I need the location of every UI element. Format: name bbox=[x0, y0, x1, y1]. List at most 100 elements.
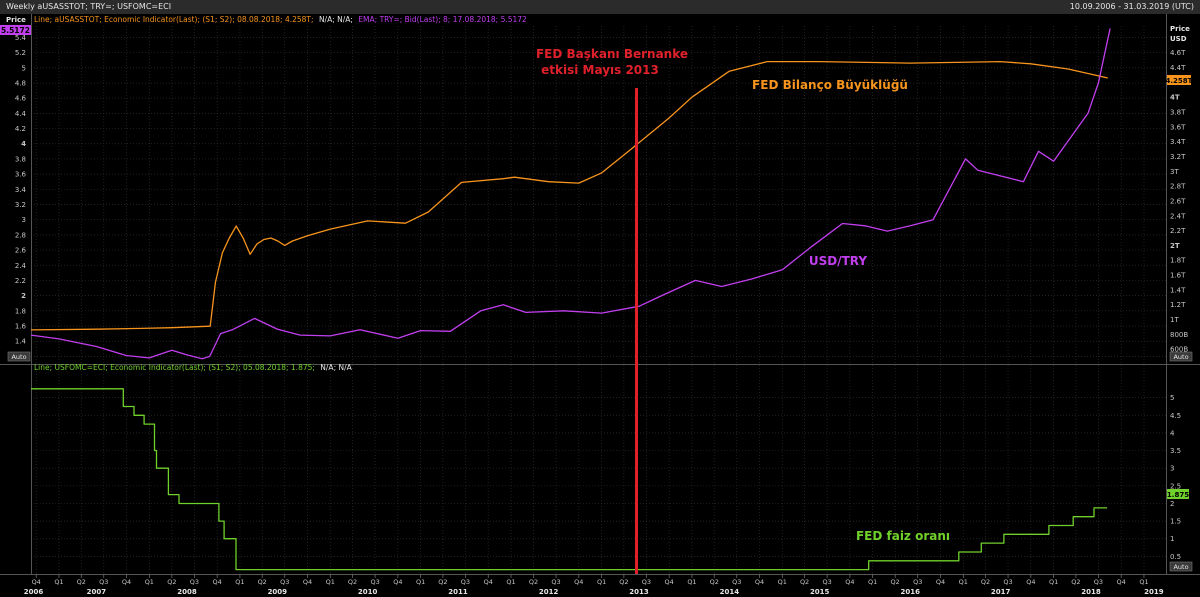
x-axis-year-label: 2014 bbox=[720, 588, 740, 596]
series-layer bbox=[30, 28, 1111, 574]
x-axis-quarter-label: Q2 bbox=[619, 578, 628, 586]
x-axis-quarter-label: Q4 bbox=[1117, 578, 1126, 586]
balance-sheet-annotation: FED Bilanço Büyüklüğü bbox=[752, 78, 908, 92]
right-axis-tick-label: 3.8T bbox=[1170, 108, 1186, 116]
x-axis-quarter-label: Q2 bbox=[1071, 578, 1080, 586]
right-axis-title-1: Price bbox=[1170, 25, 1190, 33]
x-axis-quarter-label: Q1 bbox=[778, 578, 787, 586]
x-axis-quarter-label: Q4 bbox=[122, 578, 131, 586]
left-axis-tick-label: 3.6 bbox=[15, 171, 27, 179]
x-axis-quarter-label: Q2 bbox=[348, 578, 357, 586]
bottom-legend: Line; USFOMC=ECI; Economic Indicator(Las… bbox=[34, 363, 353, 372]
right-axis-tick-label: 1.6T bbox=[1170, 272, 1186, 280]
left-axis-tick-label: 2.2 bbox=[15, 277, 26, 285]
left-axis-tick-label: 2.4 bbox=[15, 262, 27, 270]
x-axis-quarter-label: Q1 bbox=[687, 578, 696, 586]
left-axis-title: Price bbox=[6, 16, 26, 24]
right-axis-tick-label: 2.6T bbox=[1170, 197, 1186, 205]
x-axis-quarter-label: Q1 bbox=[1139, 578, 1148, 586]
x-axis-quarter-label: Q3 bbox=[280, 578, 289, 586]
left-axis-tick-label: 4 bbox=[21, 140, 26, 148]
x-axis-quarter-label: Q3 bbox=[461, 578, 470, 586]
left-axis-tick-label: 1.4 bbox=[15, 338, 27, 346]
x-axis-year-label: 2019 bbox=[1144, 588, 1164, 596]
bottom-axis-tick-label: 1.5 bbox=[1170, 518, 1181, 526]
auto-scale-button-right[interactable] bbox=[1169, 351, 1193, 362]
legend-ema: EMA; TRY=; Bid(Last); 8; 17.08.2018; 5.5… bbox=[358, 15, 527, 24]
left-axis-tick-label: 3.8 bbox=[15, 155, 26, 163]
auto-scale-button-bottom[interactable] bbox=[1169, 561, 1193, 572]
x-axis-quarter-label: Q3 bbox=[190, 578, 199, 586]
bottom-axis-tick-label: 0.5 bbox=[1170, 553, 1181, 561]
x-axis-quarter-label: Q2 bbox=[891, 578, 900, 586]
legend-fed-rate: Line; USFOMC=ECI; Economic Indicator(Las… bbox=[34, 363, 315, 372]
x-axis-quarter-label: Q4 bbox=[393, 578, 402, 586]
left-axis-tick-label: 3.2 bbox=[15, 201, 26, 209]
x-axis-quarter-label: Q4 bbox=[32, 578, 41, 586]
x-axis-quarter-label: Q4 bbox=[574, 578, 583, 586]
x-axis-quarter-label: Q4 bbox=[303, 578, 312, 586]
last-value-rate: 1.875 bbox=[1167, 491, 1189, 499]
legend-na-bottom: N/A; N/A bbox=[320, 363, 352, 372]
top-plot-area[interactable] bbox=[31, 26, 1166, 364]
last-value-assets: 4.258T bbox=[1166, 77, 1193, 85]
right-axis-tick-label: 2.2T bbox=[1170, 227, 1186, 235]
x-axis-quarter-label: Q4 bbox=[845, 578, 854, 586]
x-axis-quarter-label: Q4 bbox=[1026, 578, 1035, 586]
auto-scale-button-left[interactable] bbox=[7, 351, 31, 362]
left-axis-tick-label: 3.4 bbox=[15, 186, 27, 194]
x-axis-year-label: 2009 bbox=[268, 588, 288, 596]
bottom-axis-tick-label: 4 bbox=[1170, 429, 1175, 437]
left-axis-tick-label: 4.2 bbox=[15, 125, 26, 133]
x-axis-quarter-label: Q2 bbox=[800, 578, 809, 586]
auto-scale-label-left: Auto bbox=[11, 353, 26, 361]
x-axis-year-label: 2017 bbox=[991, 588, 1011, 596]
x-axis-quarter-label: Q3 bbox=[822, 578, 831, 586]
x-axis-quarter-label: Q2 bbox=[77, 578, 86, 586]
x-axis-year-label: 2012 bbox=[539, 588, 559, 596]
bottom-axis-tick-label: 2 bbox=[1170, 500, 1174, 508]
x-axis-year-label: 2007 bbox=[87, 588, 107, 596]
top-legend: Line; aUSASSTOT; Economic Indicator(Last… bbox=[34, 15, 527, 24]
series-usdtry-line bbox=[30, 28, 1111, 360]
right-axis-tick-label: 4.4T bbox=[1170, 64, 1186, 72]
left-axis-tick-label: 4.6 bbox=[15, 95, 27, 103]
right-axis-tick-label: 1.8T bbox=[1170, 257, 1186, 265]
x-axis-quarter-label: Q2 bbox=[529, 578, 538, 586]
right-axis-tick-label: 1.4T bbox=[1170, 286, 1186, 294]
right-axis-tick-label: 3.4T bbox=[1170, 138, 1186, 146]
last-value-usdtry: 5.5172 bbox=[1, 26, 30, 35]
left-axis-tick-label: 1.6 bbox=[15, 323, 27, 331]
right-axis-tick-label: 2.4T bbox=[1170, 212, 1186, 220]
usdtry-annotation: USD/TRY bbox=[809, 254, 868, 268]
chart-canvas[interactable]: Line; aUSASSTOT; Economic Indicator(Last… bbox=[0, 14, 1200, 597]
right-axis-tick-label: 1.2T bbox=[1170, 301, 1186, 309]
date-range: 10.09.2006 - 31.03.2019 (UTC) bbox=[1069, 2, 1194, 11]
x-axis-quarter-label: Q1 bbox=[597, 578, 606, 586]
bottom-plot-area[interactable] bbox=[31, 366, 1166, 574]
left-axis-tick-label: 1.8 bbox=[15, 307, 26, 315]
x-axis-quarter-label: Q3 bbox=[642, 578, 651, 586]
axis-labels: 1.21.41.61.822.22.42.62.833.23.43.63.844… bbox=[15, 34, 1189, 596]
bottom-axis-tick-label: 1 bbox=[1170, 535, 1174, 543]
x-axis-year-label: 2015 bbox=[810, 588, 830, 596]
x-axis-year-label: 2010 bbox=[358, 588, 378, 596]
bernanke-annotation-line2: etkisi Mayıs 2013 bbox=[541, 63, 659, 77]
bottom-axis-tick-label: 5 bbox=[1170, 394, 1174, 402]
x-axis-year-label: 2008 bbox=[177, 588, 197, 596]
x-axis-quarter-label: Q1 bbox=[506, 578, 515, 586]
right-axis-tick-label: 3T bbox=[1170, 168, 1179, 176]
x-axis-quarter-label: Q2 bbox=[438, 578, 447, 586]
bernanke-annotation-line1: FED Başkanı Bernanke bbox=[536, 47, 688, 61]
x-axis-year-label: 2013 bbox=[629, 588, 649, 596]
bottom-axis-tick-label: 2.5 bbox=[1170, 482, 1181, 490]
x-axis-quarter-label: Q1 bbox=[235, 578, 244, 586]
x-axis-year-label: 2018 bbox=[1081, 588, 1101, 596]
right-axis-tick-label: 1T bbox=[1170, 316, 1179, 324]
series-fed-balance-sheet-line bbox=[30, 60, 1108, 331]
x-axis-quarter-label: Q2 bbox=[258, 578, 267, 586]
x-axis-year-label: 2016 bbox=[901, 588, 921, 596]
x-axis-quarter-label: Q1 bbox=[54, 578, 63, 586]
x-axis-quarter-label: Q4 bbox=[936, 578, 945, 586]
right-axis-title-2: USD bbox=[1170, 35, 1187, 43]
